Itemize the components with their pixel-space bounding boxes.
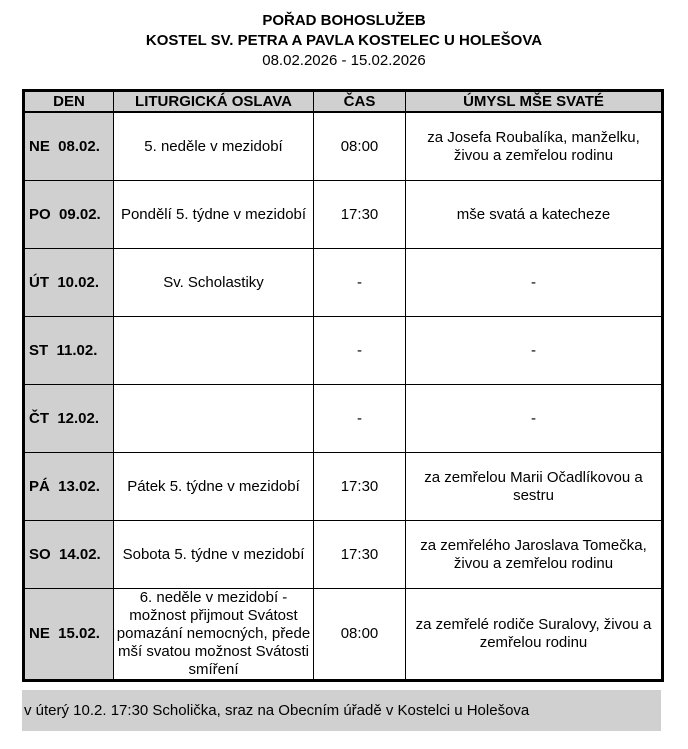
day-cell: ST 11.02.	[23, 316, 114, 385]
column-header-time: ČAS	[313, 90, 406, 113]
celebration-cell	[113, 384, 314, 453]
column-header-celebration: LITURGICKÁ OSLAVA	[113, 90, 314, 113]
table-row: SO 14.02. Sobota 5. týdne v mezidobí 17:30…	[23, 520, 663, 589]
table-row: ČT 12.02. - -	[23, 384, 663, 453]
column-header-intention: ÚMYSL MŠE SVATÉ	[405, 90, 663, 113]
day-cell: NE 15.02.	[23, 588, 114, 681]
day-cell: PÁ 13.02.	[23, 452, 114, 521]
time-cell: 17:30	[313, 452, 406, 521]
table-row: PÁ 13.02. Pátek 5. týdne v mezidobí 17:30 z…	[23, 452, 663, 521]
table-header: DEN LITURGICKÁ OSLAVA ČAS ÚMYSL MŠE SVAT…	[23, 90, 663, 113]
date-range: 08.02.2026 - 15.02.2026	[262, 52, 426, 69]
time-cell: -	[313, 248, 406, 317]
table-row: ST 11.02. - -	[23, 316, 663, 385]
table-row: ÚT 10.02. Sv. Scholastiky - -	[23, 248, 663, 317]
time-cell: 17:30	[313, 520, 406, 589]
day-cell: PO 09.02.	[23, 180, 114, 249]
time-cell: -	[313, 384, 406, 453]
celebration-cell	[113, 316, 314, 385]
time-cell: 08:00	[313, 111, 406, 181]
intention-cell: za zemřelého Jaroslava Tomečka, živou a …	[405, 520, 663, 589]
table-row: PO 09.02. Pondělí 5. týdne v mezidobí 17:3…	[23, 180, 663, 249]
celebration-cell: Sv. Scholastiky	[113, 248, 314, 317]
intention-cell: za Josefa Roubalíka, manželku, živou a z…	[405, 111, 663, 181]
table-row: NE 08.02. 5. neděle v mezidobí 08:00 za Jos…	[23, 111, 663, 181]
schedule-table: DEN LITURGICKÁ OSLAVA ČAS ÚMYSL MŠE SVAT…	[22, 89, 664, 682]
page-title: POŘAD BOHOSLUŽEB	[262, 12, 426, 29]
day-cell: NE 08.02.	[23, 111, 114, 181]
church-name: KOSTEL SV. PETRA A PAVLA KOSTELEC U HOLE…	[145, 32, 543, 49]
time-cell: 08:00	[313, 588, 406, 681]
day-cell: ČT 12.02.	[23, 384, 114, 453]
table-row: NE 15.02. 6. neděle v mezidobí - možnost …	[23, 588, 663, 681]
day-cell: SO 14.02.	[23, 520, 114, 589]
announcement-note: v úterý 10.2. 17:30 Scholička, sraz na O…	[22, 690, 661, 731]
intention-cell: -	[405, 316, 663, 385]
intention-cell: -	[405, 248, 663, 317]
day-cell: ÚT 10.02.	[23, 248, 114, 317]
column-header-day: DEN	[23, 90, 114, 113]
celebration-cell: 6. neděle v mezidobí - možnost přijmout …	[113, 588, 314, 681]
intention-cell: za zemřelou Marii Očadlíkovou a sestru	[405, 452, 663, 521]
celebration-cell: Sobota 5. týdne v mezidobí	[113, 520, 314, 589]
time-cell: 17:30	[313, 180, 406, 249]
intention-cell: -	[405, 384, 663, 453]
time-cell: -	[313, 316, 406, 385]
celebration-cell: Pondělí 5. týdne v mezidobí	[113, 180, 314, 249]
celebration-cell: Pátek 5. týdne v mezidobí	[113, 452, 314, 521]
celebration-cell: 5. neděle v mezidobí	[113, 111, 314, 181]
intention-cell: mše svatá a katecheze	[405, 180, 663, 249]
intention-cell: za zemřelé rodiče Suralovy, živou a zemř…	[405, 588, 663, 681]
